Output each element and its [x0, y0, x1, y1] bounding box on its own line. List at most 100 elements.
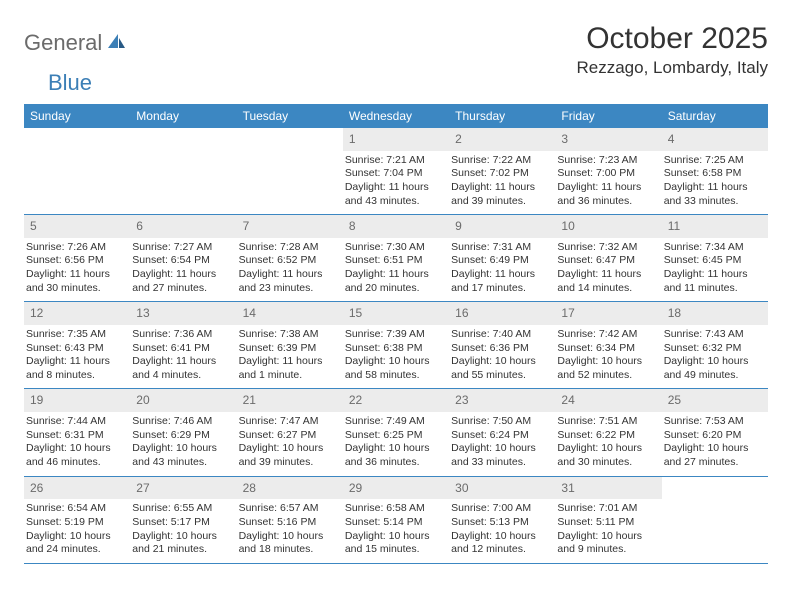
day-number: 24 — [555, 389, 661, 412]
day-body: Sunrise: 7:42 AMSunset: 6:34 PMDaylight:… — [555, 328, 661, 383]
day-cell: 1 Sunrise: 7:21 AMSunset: 7:04 PMDaylight… — [343, 128, 449, 214]
calendar-page: General October 2025 Rezzago, Lombardy, … — [0, 0, 792, 564]
sunset-line: Sunset: 7:04 PM — [345, 167, 443, 181]
sunrise-line: Sunrise: 7:46 AM — [132, 415, 230, 429]
daylight-line: Daylight: 10 hours and 43 minutes. — [132, 442, 230, 469]
sunrise-line: Sunrise: 7:38 AM — [239, 328, 337, 342]
day-number: 6 — [130, 215, 236, 238]
day-number: 5 — [24, 215, 130, 238]
sunrise-line: Sunrise: 6:55 AM — [132, 502, 230, 516]
sunrise-line: Sunrise: 7:31 AM — [451, 241, 549, 255]
day-cell: 31Sunrise: 7:01 AMSunset: 5:11 PMDayligh… — [555, 477, 661, 563]
day-number: 20 — [130, 389, 236, 412]
daylight-line: Daylight: 10 hours and 9 minutes. — [557, 530, 655, 557]
sunrise-line: Sunrise: 7:28 AM — [239, 241, 337, 255]
day-cell: 27Sunrise: 6:55 AMSunset: 5:17 PMDayligh… — [130, 477, 236, 563]
day-cell: 14Sunrise: 7:38 AMSunset: 6:39 PMDayligh… — [237, 302, 343, 388]
sunrise-line: Sunrise: 7:22 AM — [451, 154, 549, 168]
day-number: 30 — [449, 477, 555, 500]
daylight-line: Daylight: 10 hours and 39 minutes. — [239, 442, 337, 469]
daylight-line: Daylight: 11 hours and 11 minutes. — [664, 268, 762, 295]
day-body: Sunrise: 7:40 AMSunset: 6:36 PMDaylight:… — [449, 328, 555, 383]
day-number: 21 — [237, 389, 343, 412]
day-cell: 21Sunrise: 7:47 AMSunset: 6:27 PMDayligh… — [237, 389, 343, 475]
day-number: 26 — [24, 477, 130, 500]
sunset-line: Sunset: 5:17 PM — [132, 516, 230, 530]
day-number: 1 — [343, 128, 449, 151]
day-body: Sunrise: 7:34 AMSunset: 6:45 PMDaylight:… — [662, 241, 768, 296]
day-body: Sunrise: 7:22 AMSunset: 7:02 PMDaylight:… — [449, 154, 555, 209]
day-body: Sunrise: 7:01 AMSunset: 5:11 PMDaylight:… — [555, 502, 661, 557]
day-cell: 12Sunrise: 7:35 AMSunset: 6:43 PMDayligh… — [24, 302, 130, 388]
day-body: Sunrise: 7:26 AMSunset: 6:56 PMDaylight:… — [24, 241, 130, 296]
logo-text-blue: Blue — [48, 70, 92, 96]
sunrise-line: Sunrise: 7:27 AM — [132, 241, 230, 255]
sunset-line: Sunset: 5:19 PM — [26, 516, 124, 530]
day-cell: 18Sunrise: 7:43 AMSunset: 6:32 PMDayligh… — [662, 302, 768, 388]
daylight-line: Daylight: 11 hours and 36 minutes. — [557, 181, 655, 208]
week-row: 12Sunrise: 7:35 AMSunset: 6:43 PMDayligh… — [24, 302, 768, 389]
day-cell: 8Sunrise: 7:30 AMSunset: 6:51 PMDaylight… — [343, 215, 449, 301]
sunrise-line: Sunrise: 7:21 AM — [345, 154, 443, 168]
daylight-line: Daylight: 11 hours and 23 minutes. — [239, 268, 337, 295]
daylight-line: Daylight: 10 hours and 52 minutes. — [557, 355, 655, 382]
calendar-grid: Sunday Monday Tuesday Wednesday Thursday… — [24, 104, 768, 564]
sunset-line: Sunset: 6:38 PM — [345, 342, 443, 356]
day-body: Sunrise: 7:25 AMSunset: 6:58 PMDaylight:… — [662, 154, 768, 209]
sunrise-line: Sunrise: 7:26 AM — [26, 241, 124, 255]
sunrise-line: Sunrise: 7:23 AM — [557, 154, 655, 168]
daylight-line: Daylight: 10 hours and 33 minutes. — [451, 442, 549, 469]
day-cell: 25Sunrise: 7:53 AMSunset: 6:20 PMDayligh… — [662, 389, 768, 475]
day-number: 22 — [343, 389, 449, 412]
sunset-line: Sunset: 6:41 PM — [132, 342, 230, 356]
daylight-line: Daylight: 11 hours and 20 minutes. — [345, 268, 443, 295]
day-cell: 7Sunrise: 7:28 AMSunset: 6:52 PMDaylight… — [237, 215, 343, 301]
sunset-line: Sunset: 7:02 PM — [451, 167, 549, 181]
daylight-line: Daylight: 10 hours and 49 minutes. — [664, 355, 762, 382]
day-body: Sunrise: 7:50 AMSunset: 6:24 PMDaylight:… — [449, 415, 555, 470]
day-cell: 13Sunrise: 7:36 AMSunset: 6:41 PMDayligh… — [130, 302, 236, 388]
sunset-line: Sunset: 6:56 PM — [26, 254, 124, 268]
day-cell: 10Sunrise: 7:32 AMSunset: 6:47 PMDayligh… — [555, 215, 661, 301]
day-body: Sunrise: 7:31 AMSunset: 6:49 PMDaylight:… — [449, 241, 555, 296]
day-body: Sunrise: 6:58 AMSunset: 5:14 PMDaylight:… — [343, 502, 449, 557]
sunrise-line: Sunrise: 7:50 AM — [451, 415, 549, 429]
day-body: Sunrise: 7:35 AMSunset: 6:43 PMDaylight:… — [24, 328, 130, 383]
daylight-line: Daylight: 10 hours and 18 minutes. — [239, 530, 337, 557]
sunset-line: Sunset: 5:11 PM — [557, 516, 655, 530]
day-cell: 29Sunrise: 6:58 AMSunset: 5:14 PMDayligh… — [343, 477, 449, 563]
dow-friday: Friday — [555, 104, 661, 128]
day-body: Sunrise: 6:55 AMSunset: 5:17 PMDaylight:… — [130, 502, 236, 557]
dow-saturday: Saturday — [662, 104, 768, 128]
day-cell: 24Sunrise: 7:51 AMSunset: 6:22 PMDayligh… — [555, 389, 661, 475]
sunset-line: Sunset: 6:51 PM — [345, 254, 443, 268]
day-body: Sunrise: 7:27 AMSunset: 6:54 PMDaylight:… — [130, 241, 236, 296]
sunset-line: Sunset: 5:13 PM — [451, 516, 549, 530]
daylight-line: Daylight: 10 hours and 27 minutes. — [664, 442, 762, 469]
day-cell: 2 Sunrise: 7:22 AMSunset: 7:02 PMDaylight… — [449, 128, 555, 214]
daylight-line: Daylight: 10 hours and 46 minutes. — [26, 442, 124, 469]
daylight-line: Daylight: 11 hours and 30 minutes. — [26, 268, 124, 295]
day-cell — [237, 128, 343, 214]
day-number: 18 — [662, 302, 768, 325]
day-number: 8 — [343, 215, 449, 238]
empty-day — [24, 128, 130, 149]
sunset-line: Sunset: 6:47 PM — [557, 254, 655, 268]
sunset-line: Sunset: 6:24 PM — [451, 429, 549, 443]
day-body: Sunrise: 7:21 AMSunset: 7:04 PMDaylight:… — [343, 154, 449, 209]
daylight-line: Daylight: 11 hours and 14 minutes. — [557, 268, 655, 295]
daylight-line: Daylight: 11 hours and 33 minutes. — [664, 181, 762, 208]
sunset-line: Sunset: 6:22 PM — [557, 429, 655, 443]
sunrise-line: Sunrise: 7:36 AM — [132, 328, 230, 342]
daylight-line: Daylight: 11 hours and 17 minutes. — [451, 268, 549, 295]
daylight-line: Daylight: 11 hours and 43 minutes. — [345, 181, 443, 208]
sunset-line: Sunset: 6:58 PM — [664, 167, 762, 181]
sunrise-line: Sunrise: 7:44 AM — [26, 415, 124, 429]
week-row: 26Sunrise: 6:54 AMSunset: 5:19 PMDayligh… — [24, 477, 768, 564]
day-body: Sunrise: 7:28 AMSunset: 6:52 PMDaylight:… — [237, 241, 343, 296]
day-number: 15 — [343, 302, 449, 325]
sunrise-line: Sunrise: 7:01 AM — [557, 502, 655, 516]
sunrise-line: Sunrise: 7:35 AM — [26, 328, 124, 342]
weeks-container: 1Sunrise: 7:21 AMSunset: 7:04 PMDaylight… — [24, 128, 768, 564]
day-number: 2 — [449, 128, 555, 151]
